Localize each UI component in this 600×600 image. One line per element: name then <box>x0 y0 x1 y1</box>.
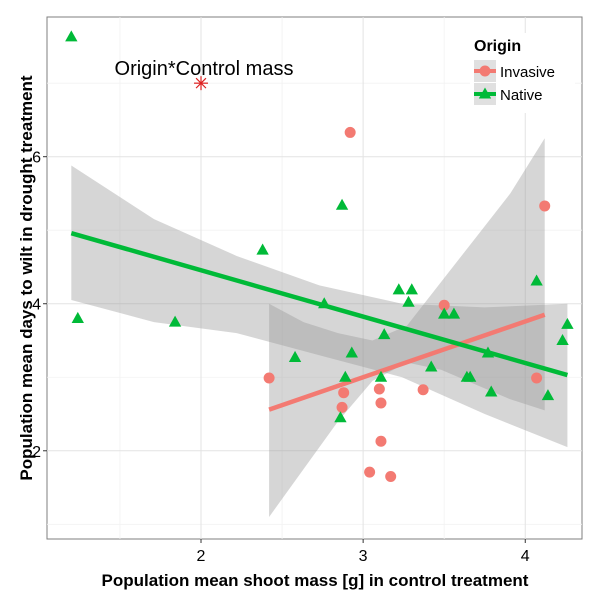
legend: Origin Invasive Native <box>470 33 575 113</box>
point-native <box>425 360 438 372</box>
point-invasive <box>263 372 275 384</box>
legend-marker-invasive <box>479 65 491 77</box>
point-native <box>65 30 78 42</box>
y-tick-label: 6 <box>32 150 41 167</box>
y-tick-label: 4 <box>32 297 41 314</box>
point-native <box>438 307 451 319</box>
point-native <box>256 243 269 255</box>
legend-label-native: Native <box>500 87 543 104</box>
annotation-text: Origin*Control mass <box>115 58 294 80</box>
point-invasive <box>364 466 376 478</box>
fit-line-invasive <box>268 312 546 412</box>
point-invasive <box>531 372 543 384</box>
point-native <box>378 328 391 340</box>
fit-line-native <box>70 230 569 378</box>
point-native <box>345 346 358 358</box>
point-native <box>288 350 302 362</box>
point-invasive <box>375 397 387 409</box>
x-tick-label: 4 <box>521 548 530 565</box>
y-tick-label: 2 <box>32 444 41 461</box>
point-native <box>481 346 495 358</box>
point-native <box>405 283 418 295</box>
point-native <box>561 317 574 329</box>
point-native <box>541 389 555 401</box>
point-native <box>374 370 388 382</box>
point-invasive <box>385 471 397 483</box>
point-invasive <box>375 435 387 447</box>
point-native <box>447 307 461 319</box>
point-native <box>463 370 477 382</box>
x-tick-label: 2 <box>197 548 206 565</box>
annotation: Origin*Control mass <box>115 58 294 91</box>
axis-ticks: 2 3 4 2 4 6 <box>32 150 530 565</box>
point-native <box>402 295 415 307</box>
legend-label-invasive: Invasive <box>500 64 555 81</box>
y-axis-title: Population mean days to wilt in drought … <box>17 75 36 481</box>
point-native <box>485 385 498 397</box>
point-native <box>168 315 182 327</box>
point-native <box>335 198 349 210</box>
legend-keys: Invasive Native <box>474 64 555 104</box>
point-invasive <box>338 387 350 399</box>
point-native <box>71 311 84 323</box>
point-invasive <box>344 126 356 138</box>
point-invasive <box>417 384 429 396</box>
regression-lines <box>70 230 569 412</box>
point-invasive <box>336 401 348 413</box>
point-native <box>334 411 347 423</box>
point-native <box>318 297 331 309</box>
point-invasive <box>373 383 385 395</box>
annotation-marker <box>194 76 209 91</box>
legend-title: Origin <box>474 38 521 55</box>
point-native <box>339 370 352 382</box>
point-invasive <box>539 200 551 212</box>
x-axis-title: Population mean shoot mass [g] in contro… <box>102 571 529 590</box>
legend-marker-native <box>478 87 492 99</box>
point-native <box>530 274 543 286</box>
data-points <box>65 30 574 483</box>
x-tick-label: 3 <box>359 548 368 565</box>
point-native <box>392 283 405 295</box>
point-invasive <box>438 299 450 311</box>
point-native <box>556 333 569 346</box>
